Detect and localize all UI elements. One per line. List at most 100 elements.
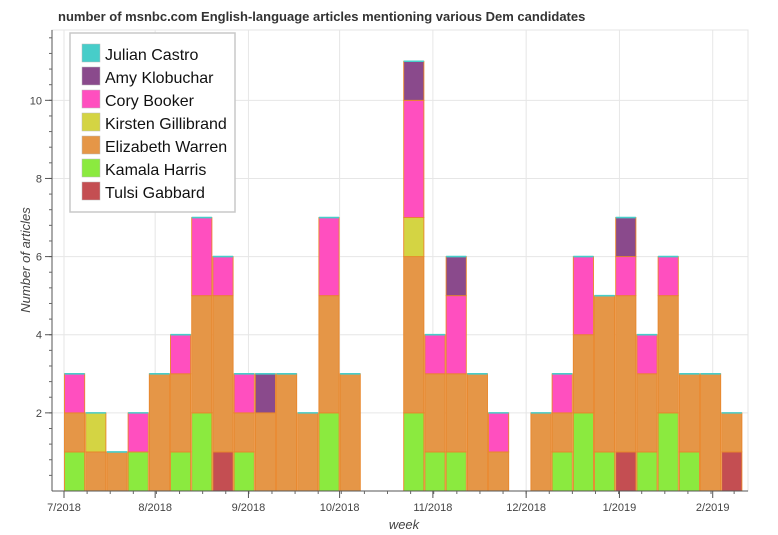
bar-segment <box>445 451 467 492</box>
x-axis-ticks: 7/2018 8/2018 9/2018 10/2018 11/2018 12/2018 1… <box>47 491 735 514</box>
bar-segment <box>254 412 276 492</box>
legend-label: Elizabeth Warren <box>105 139 227 156</box>
x-tick-label: 10/2018 <box>320 502 360 514</box>
bar-segment <box>403 256 425 414</box>
bar-segment <box>339 373 361 492</box>
bar-segment <box>445 295 467 375</box>
legend-label: Julian Castro <box>105 47 198 64</box>
legend-label: Kirsten Gillibrand <box>105 116 227 133</box>
bar-segment <box>424 334 446 375</box>
bar-segment <box>636 373 658 453</box>
bar-segment <box>657 256 679 297</box>
bar-segment <box>64 373 86 414</box>
bar-segment <box>721 451 743 492</box>
bar-segment <box>636 334 658 375</box>
bar-segment <box>148 373 170 492</box>
x-tick-label: 2/2019 <box>696 502 730 514</box>
bar-segment <box>85 451 107 492</box>
bar-segment <box>64 451 86 492</box>
legend-label: Amy Klobuchar <box>105 70 214 87</box>
bar-segment <box>615 451 637 492</box>
bar-segment <box>106 451 128 492</box>
bar-segment <box>233 412 255 453</box>
x-tick-label: 9/2018 <box>232 502 266 514</box>
bar-segment <box>85 412 107 453</box>
bar-segment <box>233 451 255 492</box>
bar-segment <box>191 217 213 297</box>
bar-segment <box>572 256 594 336</box>
x-tick-label: 7/2018 <box>47 502 81 514</box>
bar-segment <box>170 334 192 375</box>
bar-segment <box>678 373 700 453</box>
y-tick-label: 4 <box>36 330 42 342</box>
bar-segment <box>657 412 679 492</box>
legend-label: Cory Booker <box>105 93 195 110</box>
bar-segment <box>403 217 425 258</box>
chart-title: number of msnbc.com English-language art… <box>58 9 585 24</box>
bar-segment <box>233 373 255 414</box>
y-axis-title: Number of articles <box>18 207 33 313</box>
legend: Julian Castro Amy Klobuchar Cory Booker Kir… <box>69 32 236 213</box>
bar-segment <box>403 60 425 101</box>
bar-segment <box>551 373 573 414</box>
bar-segment <box>127 412 149 453</box>
legend-swatch <box>81 158 101 178</box>
bar-segment <box>721 412 743 453</box>
bar-segment <box>64 412 86 453</box>
bar-segment <box>424 373 446 453</box>
bar-segment <box>594 451 616 492</box>
bar-segment <box>254 373 276 414</box>
legend-swatch <box>81 112 101 132</box>
bar-segment <box>297 412 319 492</box>
y-tick-label: 10 <box>30 95 42 107</box>
legend-swatch <box>81 89 101 109</box>
bar-segment <box>127 451 149 492</box>
x-axis-title: week <box>389 517 421 532</box>
x-tick-label: 11/2018 <box>413 502 452 514</box>
legend-swatch <box>81 181 101 201</box>
bars-group <box>64 60 743 492</box>
legend-swatch <box>81 43 101 63</box>
y-tick-label: 2 <box>36 408 42 420</box>
bar-segment <box>572 334 594 414</box>
bar-segment <box>530 412 552 492</box>
bar-segment <box>488 451 510 492</box>
bar-segment <box>615 256 637 297</box>
legend-swatch <box>81 66 101 86</box>
bar-segment <box>191 412 213 492</box>
legend-label: Kamala Harris <box>105 162 206 179</box>
legend-label: Tulsi Gabbard <box>105 185 205 202</box>
bar-segment <box>318 217 340 297</box>
bar-segment <box>615 217 637 258</box>
bar-segment <box>466 373 488 492</box>
x-tick-label: 12/2018 <box>506 502 546 514</box>
bar-segment <box>572 412 594 492</box>
bar-segment <box>403 99 425 218</box>
bar-segment <box>615 295 637 453</box>
bar-segment <box>170 451 192 492</box>
bar-segment <box>318 295 340 414</box>
bar-segment <box>318 412 340 492</box>
legend-swatch <box>81 135 101 155</box>
y-axis-ticks: 2 4 6 8 10 <box>30 37 52 476</box>
bar-segment <box>488 412 510 453</box>
y-tick-label: 6 <box>36 252 42 264</box>
bar-segment <box>170 373 192 453</box>
bar-segment <box>212 295 234 453</box>
bar-segment <box>191 295 213 414</box>
bar-segment <box>678 451 700 492</box>
bar-segment <box>212 256 234 297</box>
bar-segment <box>657 295 679 414</box>
bar-segment <box>636 451 658 492</box>
bar-segment <box>445 256 467 297</box>
bar-segment <box>424 451 446 492</box>
bar-segment <box>403 412 425 492</box>
x-tick-label: 8/2018 <box>138 502 172 514</box>
y-tick-label: 8 <box>36 173 42 185</box>
bar-segment <box>551 412 573 453</box>
bar-segment <box>700 373 722 492</box>
bar-segment <box>212 451 234 492</box>
bar-segment <box>445 373 467 453</box>
bar-segment <box>594 295 616 453</box>
